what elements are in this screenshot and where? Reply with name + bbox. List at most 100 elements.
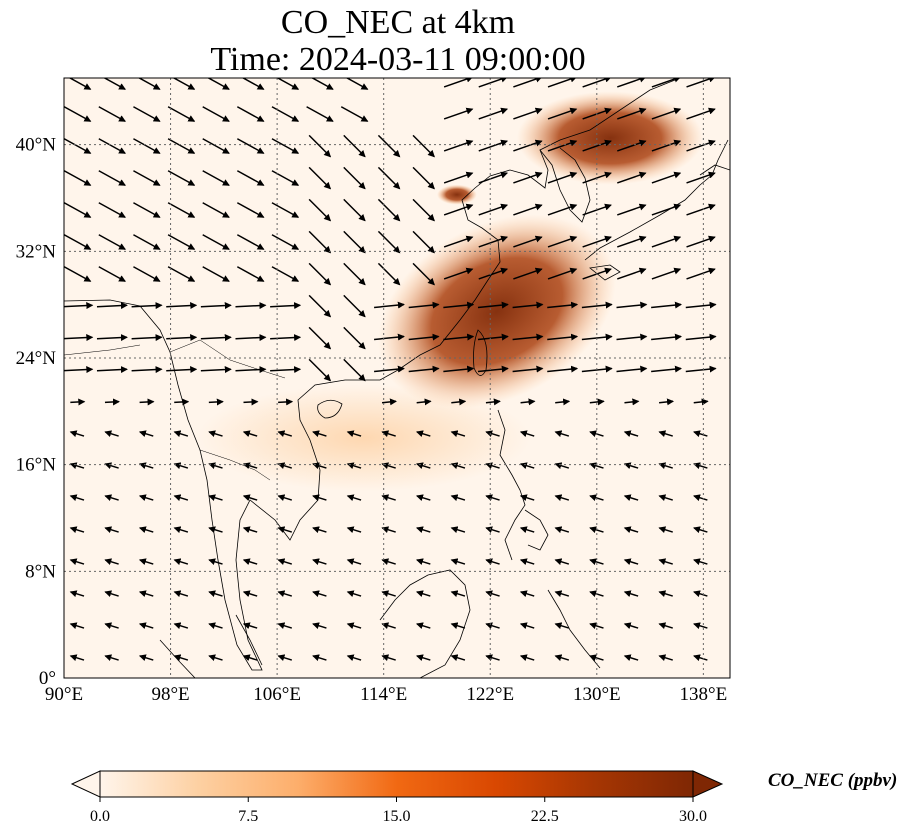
wind-arrow: [202, 106, 230, 122]
wind-arrow: [513, 171, 543, 184]
wind-arrow: [478, 139, 509, 152]
wind-arrow: [617, 171, 647, 184]
wind-arrow: [519, 622, 535, 630]
wind-arrow: [346, 430, 362, 438]
wind-arrow: [277, 526, 293, 534]
colorbar-gradient: [99, 770, 694, 798]
wind-arrow: [547, 301, 579, 309]
wind-arrow: [242, 494, 258, 502]
wind-arrow: [581, 301, 613, 309]
wind-arrow: [174, 398, 190, 406]
wind-arrow: [68, 78, 92, 90]
wind-arrow: [685, 301, 717, 309]
co-concentration-field: [197, 91, 704, 492]
wind-arrow: [616, 365, 648, 373]
wind-arrow: [693, 462, 708, 470]
wind-arrow: [512, 301, 544, 309]
wind-arrow: [377, 166, 401, 190]
wind-arrow: [617, 107, 647, 120]
graticule-gridlines: [64, 78, 730, 678]
wind-arrow: [96, 302, 128, 310]
wind-arrow: [346, 526, 362, 534]
colorbar-tick-label: 0.0: [90, 808, 110, 825]
wind-arrow: [582, 78, 612, 88]
wind-arrow: [173, 590, 189, 598]
wind-arrow: [277, 622, 293, 630]
lat-tick-label: 32°N: [16, 241, 57, 262]
wind-arrow: [202, 234, 230, 250]
wind-arrow: [623, 622, 639, 630]
wind-arrow: [138, 526, 154, 534]
wind-arrow: [547, 333, 579, 341]
wind-arrow: [343, 358, 366, 382]
wind-arrow: [64, 334, 94, 342]
wind-arrow: [96, 334, 128, 342]
wind-arrow: [381, 590, 396, 598]
wind-arrow: [658, 558, 673, 566]
wind-arrow: [693, 430, 708, 438]
colorbar-over-extend: [692, 770, 724, 798]
lon-tick-label: 138°E: [680, 684, 728, 705]
wind-arrow: [133, 266, 161, 282]
wind-arrow: [208, 494, 223, 502]
wind-arrow: [312, 526, 327, 534]
wind-arrow: [235, 334, 267, 342]
wind-arrow: [554, 590, 570, 598]
wind-arrow: [658, 462, 673, 470]
wind-arrow: [651, 78, 682, 88]
wind-arrow: [202, 266, 230, 282]
wind-arrow: [651, 107, 682, 120]
wind-arrow: [277, 590, 293, 598]
wind-arrow: [693, 558, 708, 566]
plume-northeast-china-korea: [516, 91, 704, 185]
wind-arrow: [513, 203, 543, 216]
wind-arrow: [686, 171, 716, 184]
wind-arrow: [381, 494, 396, 502]
wind-arrow: [308, 198, 332, 222]
wind-arrow: [167, 138, 196, 154]
wind-arrow: [173, 622, 189, 630]
wind-arrow: [686, 139, 716, 152]
wind-arrow: [658, 654, 673, 662]
wind-arrow: [69, 526, 85, 534]
wind-arrow: [478, 203, 509, 216]
wind-arrow: [98, 266, 126, 282]
wind-arrow: [685, 365, 717, 373]
wind-arrow: [478, 235, 509, 248]
wind-arrow: [98, 234, 126, 250]
wind-arrow: [408, 301, 440, 309]
colorbar-tick-label: 30.0: [679, 808, 707, 825]
wind-arrow: [658, 590, 673, 598]
colorbar-label: CO_NEC (ppbv): [768, 770, 898, 791]
wind-arrow: [173, 430, 189, 438]
wind-arrow: [208, 590, 223, 598]
wind-arrow: [64, 266, 92, 282]
wind-arrow: [208, 622, 223, 630]
wind-arrow: [547, 78, 578, 88]
wind-arrow: [138, 622, 154, 630]
wind-arrow: [412, 198, 435, 222]
wind-arrow: [686, 267, 716, 280]
lon-tick-label: 98°E: [151, 684, 189, 705]
wind-arrow: [343, 134, 366, 158]
wind-arrow: [131, 302, 163, 310]
wind-arrow: [693, 494, 708, 502]
wind-arrow: [623, 654, 639, 662]
wind-arrow: [693, 398, 709, 406]
wind-arrow: [478, 171, 509, 184]
wind-arrow: [103, 78, 126, 90]
wind-arrow: [513, 107, 543, 120]
wind-arrow: [133, 234, 161, 250]
wind-arrow: [450, 462, 466, 470]
wind-arrow: [139, 398, 155, 406]
wind-arrow: [374, 301, 405, 309]
wind-arrow: [547, 107, 578, 120]
wind-arrow: [242, 590, 258, 598]
wind-arrow: [138, 430, 154, 438]
wind-arrow: [98, 138, 126, 154]
wind-arrow: [277, 558, 293, 566]
wind-arrow: [519, 590, 535, 598]
wind-arrow: [104, 526, 119, 534]
wind-arrow: [133, 170, 161, 186]
wind-arrow: [624, 398, 640, 406]
